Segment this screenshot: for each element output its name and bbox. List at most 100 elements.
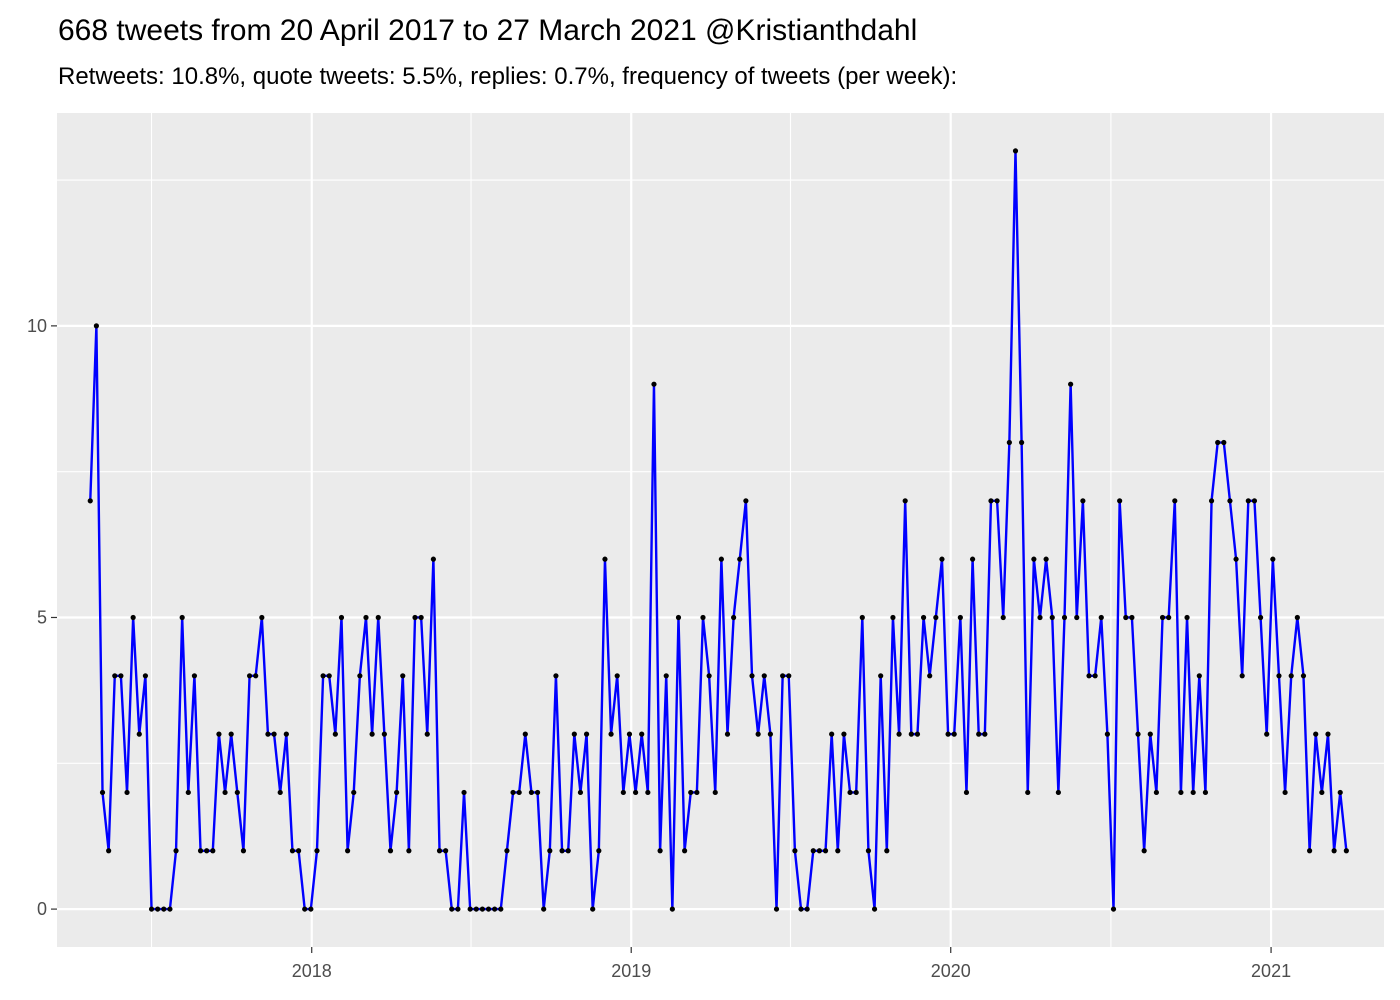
data-point [724, 731, 731, 737]
data-point [1300, 673, 1307, 679]
data-point [130, 614, 136, 621]
data-point [436, 848, 443, 854]
data-point [1061, 614, 1068, 621]
data-point [792, 848, 798, 854]
data-point [682, 848, 688, 854]
data-point [167, 906, 173, 912]
data-point [1074, 614, 1080, 621]
series-line [89, 149, 1348, 911]
data-point [1239, 673, 1245, 679]
data-point [963, 789, 970, 796]
data-point [786, 673, 792, 679]
data-point [1037, 614, 1043, 621]
data-point [173, 848, 179, 854]
data-point [406, 848, 412, 854]
data-point [93, 323, 99, 329]
x-tick-label: 2020 [931, 961, 971, 981]
data-point [485, 906, 492, 912]
data-point [945, 731, 951, 737]
data-point [534, 789, 541, 796]
data-point [197, 848, 204, 854]
data-point [822, 848, 829, 854]
data-point [1006, 439, 1012, 446]
data-point [161, 906, 167, 912]
data-point [773, 906, 780, 912]
data-point [920, 614, 927, 621]
y-tick-label: 5 [37, 607, 47, 627]
data-point [1019, 439, 1025, 446]
data-point [914, 731, 921, 737]
data-point [632, 789, 639, 796]
data-point [516, 789, 522, 796]
data-point [541, 906, 547, 912]
data-point [528, 789, 535, 796]
data-point [571, 731, 577, 737]
data-point [1141, 848, 1147, 854]
data-point [424, 731, 430, 737]
data-point [669, 906, 675, 912]
data-point [663, 673, 669, 679]
data-point [626, 731, 633, 737]
data-point [412, 614, 418, 621]
axis-ticks: 0 5 10 2018 2019 2020 2021 [27, 316, 1291, 981]
data-point [387, 848, 394, 854]
y-tick-label: 0 [37, 899, 47, 919]
data-point [1025, 789, 1031, 796]
data-point [1068, 381, 1074, 387]
data-point [675, 614, 682, 621]
data-point [847, 789, 853, 796]
data-point [467, 906, 473, 912]
data-point [136, 731, 142, 737]
data-point [1208, 498, 1215, 504]
data-point [1337, 789, 1343, 796]
data-point [890, 614, 896, 621]
data-point [755, 731, 761, 737]
data-point [700, 614, 706, 621]
data-point [737, 556, 743, 562]
data-point [461, 789, 467, 796]
data-point [283, 731, 289, 737]
data-point [1227, 498, 1233, 504]
data-point [234, 789, 240, 796]
data-point [976, 731, 982, 737]
data-point [418, 614, 424, 621]
data-point [289, 848, 296, 854]
data-point [1313, 731, 1319, 737]
data-point [222, 789, 228, 796]
data-point [1098, 614, 1104, 621]
data-point [400, 673, 406, 679]
data-point [951, 731, 957, 737]
data-point [1257, 614, 1264, 621]
data-point [596, 848, 602, 854]
data-point [1123, 614, 1129, 621]
data-point [577, 789, 584, 796]
data-point [853, 789, 859, 796]
data-point [375, 614, 381, 621]
data-point [479, 906, 486, 912]
data-point [1012, 148, 1019, 154]
data-point [969, 556, 976, 562]
data-point [1202, 789, 1209, 796]
data-point [933, 614, 939, 621]
data-point [994, 498, 1000, 504]
data-point [982, 731, 988, 737]
data-point [522, 731, 528, 737]
data-point [835, 848, 841, 854]
data-point [1331, 848, 1337, 854]
data-point [1184, 614, 1190, 621]
data-point [106, 848, 112, 854]
data-point [590, 906, 596, 912]
data-point [559, 848, 565, 854]
data-point [614, 673, 620, 679]
data-point [473, 906, 479, 912]
data-point [1221, 439, 1227, 446]
data-point [1264, 731, 1270, 737]
data-point [253, 673, 259, 679]
data-point [112, 673, 118, 679]
data-point [645, 789, 651, 796]
data-point [455, 906, 461, 912]
data-point [271, 731, 277, 737]
data-point [1172, 498, 1178, 504]
data-point [185, 789, 191, 796]
